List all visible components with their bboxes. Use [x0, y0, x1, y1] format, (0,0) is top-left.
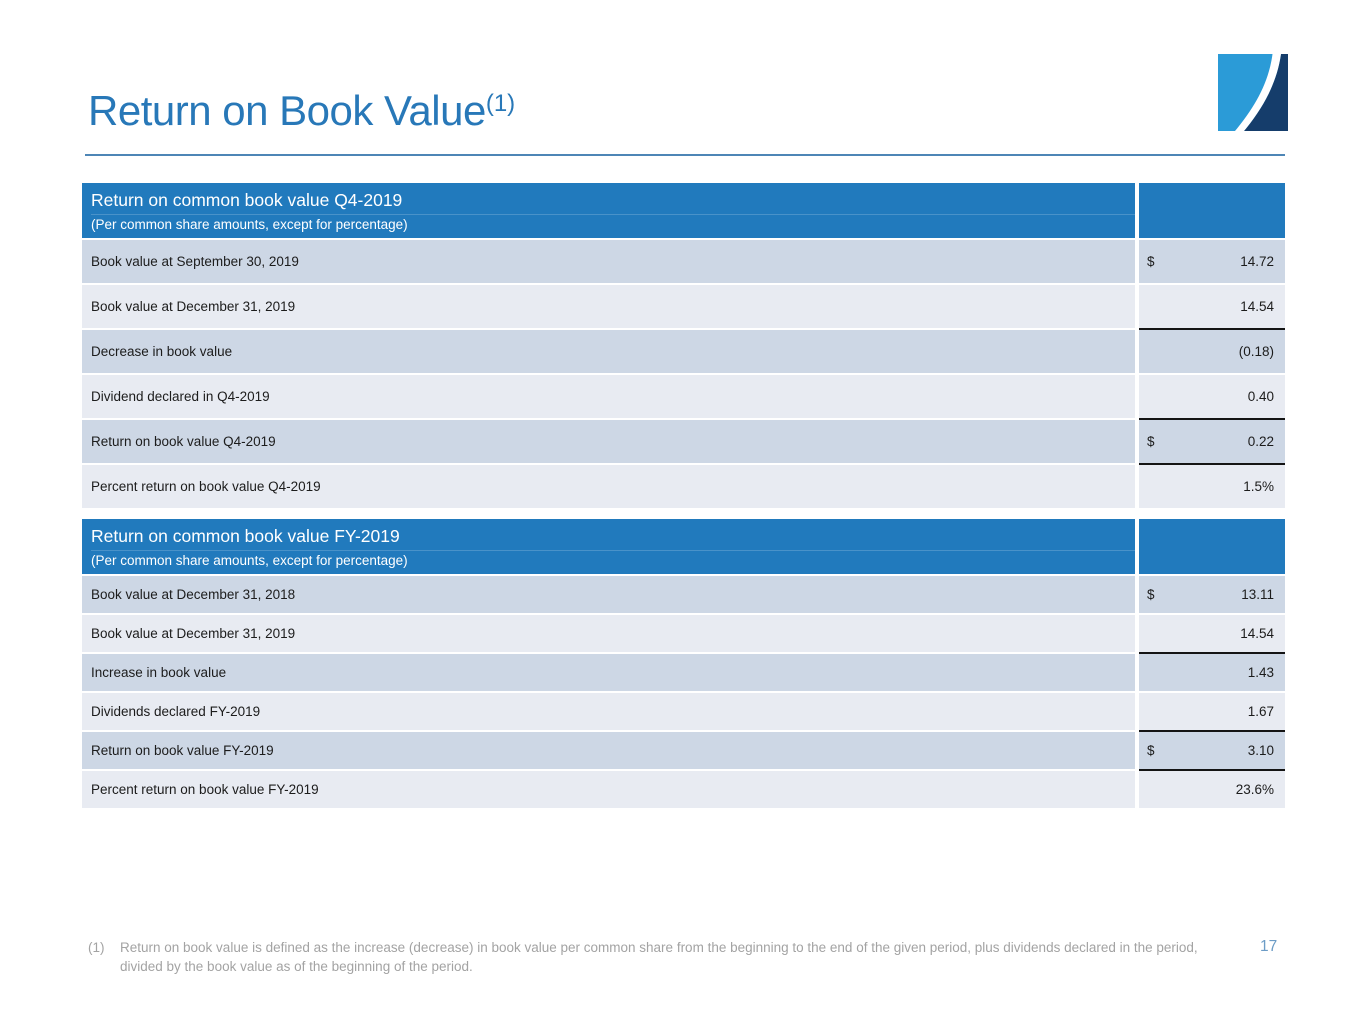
row-value-cell: 0.40	[1139, 375, 1285, 420]
table-header-value-cell	[1139, 183, 1285, 238]
row-value-cell: (0.18)	[1139, 330, 1285, 373]
currency-symbol: $	[1147, 254, 1155, 269]
row-label: Decrease in book value	[82, 330, 1135, 373]
table-q4-2019: Return on common book value Q4-2019 (Per…	[82, 183, 1285, 508]
table-header-subtitle: (Per common share amounts, except for pe…	[91, 550, 1135, 574]
row-value-cell: $0.22	[1139, 420, 1285, 465]
row-value-cell: $14.72	[1139, 240, 1285, 283]
table-header-subtitle: (Per common share amounts, except for pe…	[91, 214, 1135, 238]
row-value: 3.10	[1247, 743, 1274, 758]
table-fy-2019: Return on common book value FY-2019 (Per…	[82, 519, 1285, 808]
row-value: 14.54	[1240, 626, 1274, 641]
row-value-cell: $13.11	[1139, 576, 1285, 613]
row-value-cell: 1.43	[1139, 654, 1285, 691]
currency-symbol: $	[1147, 743, 1155, 758]
row-value: (0.18)	[1238, 344, 1274, 359]
row-value: 14.72	[1240, 254, 1274, 269]
row-value-cell: 23.6%	[1139, 771, 1285, 808]
footnote-marker: (1)	[88, 940, 105, 955]
row-label: Return on book value Q4-2019	[82, 420, 1135, 463]
table-header-title: Return on common book value Q4-2019	[91, 189, 403, 210]
table-header: Return on common book value Q4-2019 (Per…	[82, 183, 1135, 238]
row-label: Dividend declared in Q4-2019	[82, 375, 1135, 418]
page-title: Return on Book Value(1)	[88, 80, 515, 135]
row-value-cell: 1.5%	[1139, 465, 1285, 508]
row-value: 1.5%	[1243, 479, 1274, 494]
footnote: (1) Return on book value is defined as t…	[88, 938, 1226, 976]
row-value: 23.6%	[1235, 782, 1274, 797]
row-label: Book value at December 31, 2018	[82, 576, 1135, 613]
row-value: 1.67	[1247, 704, 1274, 719]
currency-symbol: $	[1147, 587, 1155, 602]
row-value: 14.54	[1240, 299, 1274, 314]
row-value-cell: 1.67	[1139, 693, 1285, 732]
currency-symbol: $	[1147, 434, 1155, 449]
row-value: 0.22	[1247, 434, 1274, 449]
row-value-cell: 14.54	[1139, 285, 1285, 330]
row-value-cell: 14.54	[1139, 615, 1285, 654]
company-logo	[1218, 54, 1288, 131]
title-divider-rule	[85, 154, 1285, 156]
row-label: Book value at September 30, 2019	[82, 240, 1135, 283]
table-header-title: Return on common book value FY-2019	[91, 525, 400, 546]
row-value: 0.40	[1247, 389, 1274, 404]
page-title-text: Return on Book Value	[88, 87, 486, 134]
row-label: Return on book value FY-2019	[82, 732, 1135, 769]
row-value: 13.11	[1241, 587, 1274, 602]
row-label: Increase in book value	[82, 654, 1135, 691]
table-header: Return on common book value FY-2019 (Per…	[82, 519, 1135, 574]
table-header-value-cell	[1139, 519, 1285, 574]
row-value: 1.43	[1247, 665, 1274, 680]
page-number: 17	[1260, 938, 1278, 955]
row-label: Book value at December 31, 2019	[82, 285, 1135, 328]
title-footnote-superscript: (1)	[485, 90, 516, 117]
logo-swoosh-icon	[1218, 54, 1288, 131]
row-label: Percent return on book value FY-2019	[82, 771, 1135, 808]
row-value-cell: $3.10	[1139, 732, 1285, 771]
row-label: Book value at December 31, 2019	[82, 615, 1135, 652]
row-label: Percent return on book value Q4-2019	[82, 465, 1135, 508]
row-label: Dividends declared FY-2019	[82, 693, 1135, 730]
footnote-text: Return on book value is defined as the i…	[120, 940, 1198, 974]
